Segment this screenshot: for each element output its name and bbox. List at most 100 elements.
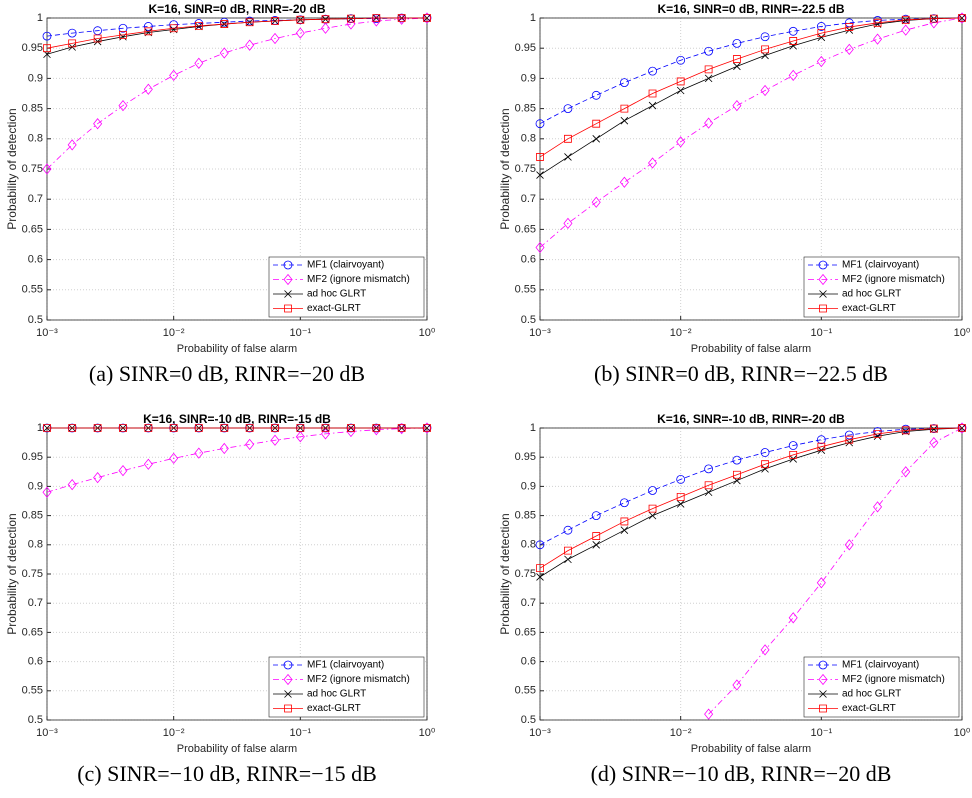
data-point — [194, 447, 204, 459]
legend-marker — [819, 304, 827, 313]
data-point — [397, 14, 406, 22]
data-point — [397, 424, 406, 432]
x-tick-label: 10⁻³ — [529, 327, 551, 339]
legend: MF1 (clairvoyant) MF2 (ignore mismatch) ad… — [268, 256, 425, 318]
legend-marker — [284, 290, 292, 298]
x-tick-label: 10⁻² — [670, 727, 692, 739]
y-tick-label: 0.75 — [22, 163, 43, 175]
legend-label: MF1 (clairvoyant) — [307, 260, 384, 271]
x-tick-label: 10⁻² — [163, 327, 185, 339]
data-point — [320, 22, 331, 34]
data-point — [873, 18, 882, 27]
legend-label: ad hoc GLRT — [307, 289, 366, 300]
data-point — [169, 452, 179, 465]
y-tick-label: 0.85 — [515, 103, 536, 115]
data-point — [732, 679, 742, 691]
data-point — [219, 17, 229, 27]
caption: (c) SINR=−10 dB, RINR=−15 dB — [77, 761, 377, 786]
chart-title: K=16, SINR=0 dB, RINR=-20 dB — [148, 2, 325, 16]
y-tick-label: 0.5 — [28, 314, 43, 326]
data-point — [143, 458, 153, 470]
data-point — [119, 31, 127, 39]
legend-marker — [284, 304, 292, 313]
data-point — [676, 474, 686, 484]
series-line — [539, 17, 963, 158]
subplot: 0.5 0.55 0.6 0.65 0.7 0.75 0.8 0.85 0.9 0.95 1 10⁻³… — [5, 2, 436, 386]
data-point — [704, 488, 713, 497]
data-point — [648, 504, 657, 513]
data-point — [676, 86, 685, 95]
data-point — [271, 424, 279, 432]
axes-box — [539, 427, 963, 721]
y-tick-label: 0.5 — [521, 314, 536, 326]
y-tick-label: 0.95 — [22, 42, 43, 54]
data-point — [816, 435, 826, 445]
data-point — [194, 57, 204, 69]
subplot: 0.5 0.55 0.6 0.65 0.7 0.75 0.8 0.85 0.9 0.95 1 10⁻³… — [498, 412, 971, 786]
data-point — [929, 436, 939, 449]
y-tick-label: 0.7 — [28, 597, 43, 609]
data-point — [271, 17, 279, 25]
data-point — [901, 466, 911, 478]
data-point — [648, 157, 658, 169]
x-axis-label: Probability of false alarm — [691, 343, 811, 355]
x-axis-label: Probability of false alarm — [691, 743, 811, 755]
legend-marker — [284, 690, 292, 698]
data-point — [93, 26, 103, 36]
data-point — [169, 24, 178, 33]
x-tick-label: 10⁻¹ — [810, 327, 832, 339]
data-point — [592, 532, 601, 540]
caption: (a) SINR=0 dB, RINR=−20 dB — [89, 361, 365, 386]
plot-area — [535, 422, 967, 720]
data-point — [245, 438, 255, 450]
data-point — [761, 460, 769, 469]
series-line — [539, 427, 963, 546]
data-point — [423, 14, 431, 22]
legend-label: MF2 (ignore mismatch) — [307, 674, 410, 685]
data-point — [732, 455, 742, 465]
data-point — [372, 14, 381, 22]
y-tick-label: 0.6 — [521, 254, 536, 266]
data-point — [42, 486, 52, 498]
data-point — [296, 424, 305, 432]
legend-box — [803, 656, 960, 718]
data-point — [93, 34, 102, 43]
y-axis-label: Probability of detection — [498, 108, 512, 229]
data-point — [789, 37, 798, 45]
y-tick-label: 0.85 — [22, 510, 43, 522]
series-line — [46, 17, 427, 49]
data-point — [535, 119, 545, 129]
legend-label: MF2 (ignore mismatch) — [307, 274, 410, 285]
data-point — [346, 18, 356, 30]
data-point — [788, 26, 798, 36]
x-tick-label: 10⁻³ — [529, 727, 551, 739]
chart-title: K=16, SINR=-10 dB, RINR=-20 dB — [657, 412, 845, 426]
data-point — [704, 65, 713, 74]
data-point — [816, 577, 826, 589]
data-point — [219, 442, 229, 455]
data-point — [195, 22, 203, 31]
data-point — [789, 450, 798, 459]
data-point — [901, 15, 910, 24]
data-point — [817, 442, 826, 451]
data-point — [563, 217, 573, 230]
data-point — [371, 15, 381, 27]
data-point — [564, 153, 572, 161]
legend-marker — [283, 673, 293, 686]
y-axis-label: Probability of detection — [5, 108, 19, 229]
axes-box — [539, 17, 963, 321]
legend-box — [803, 256, 960, 318]
data-point — [761, 45, 769, 54]
x-tick-label: 10⁻¹ — [810, 727, 832, 739]
data-point — [901, 16, 910, 25]
data-point — [220, 20, 229, 28]
data-point — [733, 62, 741, 71]
data-point — [761, 465, 769, 473]
y-tick-label: 0.95 — [515, 42, 536, 54]
legend-label: exact-GLRT — [842, 703, 896, 714]
data-point — [270, 434, 280, 446]
data-point — [845, 23, 854, 31]
data-point — [535, 540, 545, 550]
legend-marker — [818, 260, 828, 270]
legend-label: MF1 (clairvoyant) — [307, 660, 384, 671]
